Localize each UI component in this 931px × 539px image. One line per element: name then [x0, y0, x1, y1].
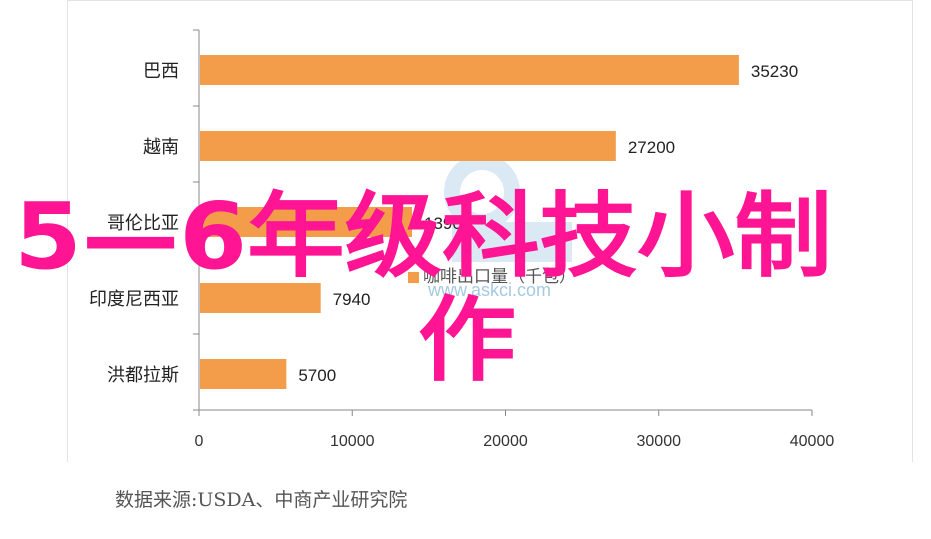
bar: [200, 55, 739, 85]
x-tick-label: 20000: [483, 433, 528, 450]
x-tick-label: 0: [195, 433, 204, 450]
data-label: 27200: [628, 138, 675, 157]
bar: [200, 283, 321, 313]
x-tick-label: 40000: [790, 433, 835, 450]
bar: [200, 359, 287, 389]
chart-border-top: [67, 0, 913, 1]
chart-border-left: [67, 0, 68, 462]
data-label: 13900: [424, 214, 471, 233]
category-label: 哥伦比亚: [107, 213, 179, 234]
chart-legend: 咖啡出口量（千包）: [408, 262, 576, 287]
category-label: 巴西: [143, 61, 179, 82]
category-label: 洪都拉斯: [107, 365, 179, 386]
chart-border-right: [912, 0, 913, 462]
data-source: 数据来源:USDA、中商产业研究院: [115, 489, 408, 511]
data-label: 7940: [333, 290, 371, 309]
data-label: 35230: [751, 62, 798, 81]
legend-label: 咖啡出口量（千包）: [423, 267, 576, 287]
category-label: 印度尼西亚: [89, 289, 179, 310]
category-label: 越南: [143, 137, 179, 158]
x-tick-label: 30000: [637, 433, 682, 450]
watermark-url: www.askci.com: [428, 280, 552, 300]
bar: [200, 131, 616, 161]
legend-swatch: [408, 271, 419, 283]
watermark-logo-icon: [444, 154, 572, 262]
x-tick-label: 10000: [330, 433, 375, 450]
bar: [200, 207, 413, 237]
data-label: 5700: [298, 366, 336, 385]
